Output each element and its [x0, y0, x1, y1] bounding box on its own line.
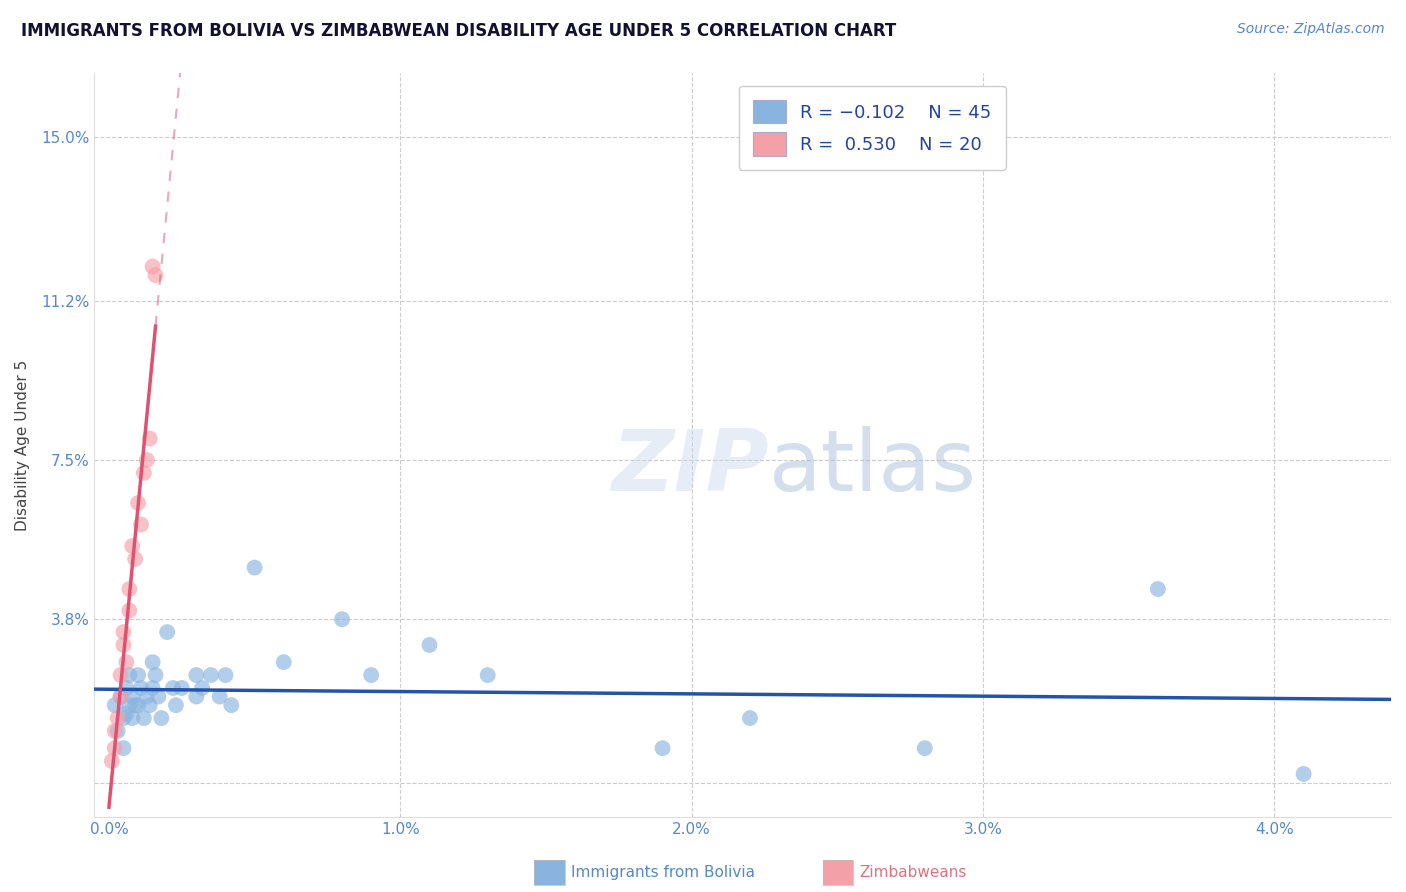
Point	[156, 625, 179, 640]
Point	[112, 741, 135, 756]
Point	[124, 552, 146, 566]
Text: IMMIGRANTS FROM BOLIVIA VS ZIMBABWEAN DISABILITY AGE UNDER 5 CORRELATION CHART: IMMIGRANTS FROM BOLIVIA VS ZIMBABWEAN DI…	[21, 22, 897, 40]
Point	[118, 603, 141, 617]
Point	[1147, 582, 1170, 596]
Point	[418, 638, 440, 652]
Text: atlas: atlas	[769, 425, 977, 508]
Point	[186, 690, 208, 704]
Point	[243, 560, 266, 574]
Point	[191, 681, 214, 695]
Point	[129, 517, 152, 532]
Point	[477, 668, 499, 682]
Point	[200, 668, 222, 682]
Point	[330, 612, 353, 626]
Text: Source: ZipAtlas.com: Source: ZipAtlas.com	[1237, 22, 1385, 37]
Point	[107, 711, 129, 725]
Legend: R = −0.102    N = 45, R =  0.530    N = 20: R = −0.102 N = 45, R = 0.530 N = 20	[740, 86, 1005, 170]
Text: Zimbabweans: Zimbabweans	[859, 865, 966, 880]
Point	[165, 698, 187, 713]
Point	[129, 681, 152, 695]
Point	[115, 655, 138, 669]
Point	[170, 681, 193, 695]
Point	[132, 466, 155, 480]
Point	[162, 681, 184, 695]
Point	[118, 668, 141, 682]
Point	[651, 741, 673, 756]
Point	[186, 668, 208, 682]
Point	[112, 711, 135, 725]
Point	[138, 698, 160, 713]
Point	[360, 668, 382, 682]
Point	[142, 655, 165, 669]
Point	[1292, 767, 1315, 781]
Point	[273, 655, 295, 669]
Point	[121, 690, 143, 704]
Point	[221, 698, 243, 713]
Point	[121, 711, 143, 725]
Point	[104, 698, 127, 713]
Point	[124, 698, 146, 713]
Point	[135, 690, 157, 704]
Point	[107, 723, 129, 738]
Point	[145, 268, 167, 282]
Point	[110, 668, 132, 682]
Point	[115, 706, 138, 721]
Point	[127, 698, 149, 713]
Point	[112, 625, 135, 640]
Text: ZIP: ZIP	[612, 425, 769, 508]
Point	[148, 690, 170, 704]
Point	[208, 690, 231, 704]
Point	[118, 698, 141, 713]
Point	[142, 681, 165, 695]
Point	[110, 690, 132, 704]
Y-axis label: Disability Age Under 5: Disability Age Under 5	[15, 359, 30, 531]
Point	[118, 582, 141, 596]
Point	[142, 260, 165, 274]
Point	[214, 668, 236, 682]
Point	[104, 741, 127, 756]
Point	[135, 453, 157, 467]
Point	[150, 711, 173, 725]
Point	[127, 496, 149, 510]
Point	[121, 539, 143, 553]
Point	[145, 668, 167, 682]
Point	[104, 723, 127, 738]
Point	[914, 741, 936, 756]
Point	[132, 711, 155, 725]
Point	[115, 681, 138, 695]
Point	[112, 638, 135, 652]
Text: Immigrants from Bolivia: Immigrants from Bolivia	[571, 865, 755, 880]
Point	[110, 690, 132, 704]
Point	[127, 668, 149, 682]
Point	[138, 432, 160, 446]
Point	[738, 711, 761, 725]
Point	[101, 754, 124, 768]
